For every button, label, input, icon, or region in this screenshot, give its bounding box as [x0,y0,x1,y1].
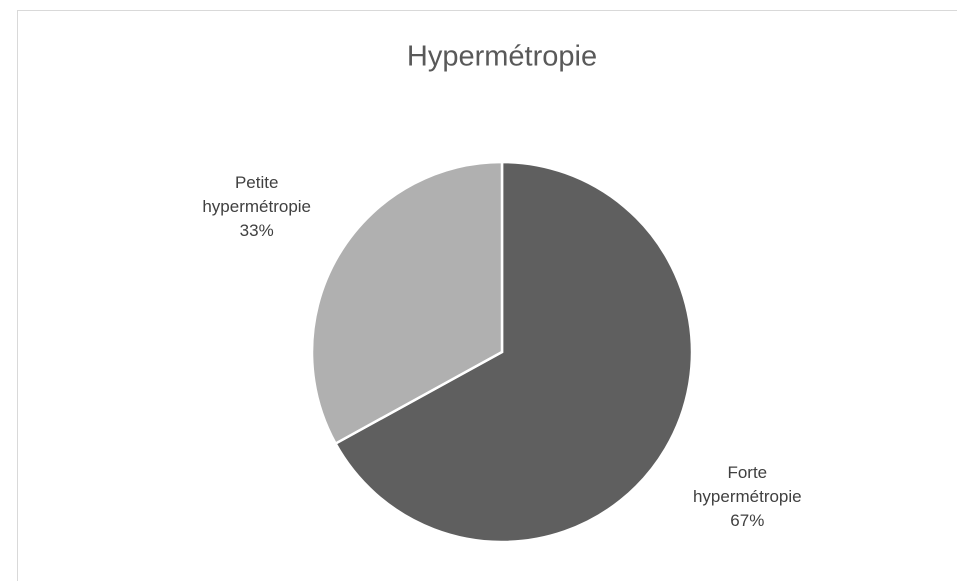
pie-slice [310,160,504,446]
slice-value-label: 33% [239,220,274,240]
slice-category: Forte hypermétropie [692,463,802,507]
slice-label: Petite hypermétropie 33% [167,171,347,243]
chart-title: Hypermétropie [407,41,597,73]
slice-value-label: 67% [730,511,765,531]
slice-label: Forte hypermétropie 67% [657,461,837,533]
slice-category: Petite hypermétropie [202,172,312,216]
pie-slice [333,160,694,544]
